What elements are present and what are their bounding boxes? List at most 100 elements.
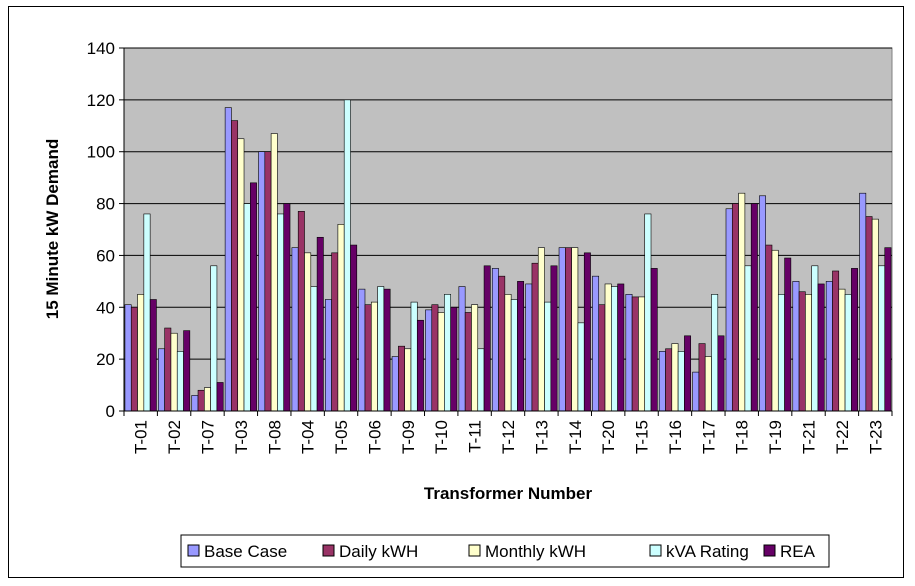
bar-daily-kwh-t-12 [498,275,506,412]
bar-kva-rating-t-16 [677,351,685,412]
bar-monthly-kwh-t-20 [604,283,612,412]
bar-kva-rating-t-14 [577,322,585,412]
bar-monthly-kwh-t-06 [370,301,378,412]
bar-rea-t-03 [250,182,257,412]
x-tick-label: T-23 [866,420,885,454]
bar-base-case-t-16 [658,351,666,412]
legend-box [180,534,830,568]
bar-base-case-t-22 [825,281,833,412]
bar-rea-t-21 [817,283,825,412]
bar-base-case-t-18 [725,208,733,412]
bar-monthly-kwh-t-10 [437,312,445,412]
bar-base-case-t-23 [859,192,867,412]
bar-monthly-kwh-t-18 [738,192,746,412]
bar-rea-t-22 [851,268,858,412]
bar-rea-t-16 [684,335,692,412]
bar-daily-kwh-t-05 [331,252,339,412]
bar-daily-kwh-t-10 [431,304,439,412]
x-tick-label: T-17 [699,420,718,454]
x-tick-label: T-10 [432,420,451,454]
bar-monthly-kwh-t-15 [638,296,646,412]
x-tick-label: T-14 [566,420,585,454]
x-tick-label: T-22 [833,420,852,454]
bar-monthly-kwh-t-11 [471,304,479,412]
legend-swatch [468,544,481,557]
x-tick-label: T-06 [365,420,384,454]
bar-rea-t-11 [483,265,491,412]
bar-monthly-kwh-t-22 [838,288,846,412]
bar-kva-rating-t-20 [611,286,618,412]
bar-kva-rating-t-12 [510,299,518,412]
bar-rea-t-10 [450,306,458,412]
bar-kva-rating-t-19 [777,294,785,412]
bar-base-case-t-19 [759,195,766,412]
bar-monthly-kwh-t-07 [204,387,211,412]
bar-base-case-t-07 [191,395,199,412]
x-tick-label: T-02 [165,420,184,454]
x-axis-title: Transformer Number [424,484,593,503]
bar-monthly-kwh-t-12 [504,294,512,412]
bar-rea-t-13 [550,265,558,412]
y-axis-title: 15 Minute kW Demand [43,139,62,319]
bar-base-case-t-15 [625,294,633,412]
x-tick-label: T-04 [299,420,318,454]
bar-daily-kwh-t-16 [665,348,673,412]
bar-kva-rating-t-11 [477,348,485,412]
bar-base-case-t-04 [291,247,299,412]
x-tick-label: T-21 [800,420,819,454]
bar-base-case-t-08 [258,151,266,412]
y-tick-label: 120 [87,91,115,110]
bar-rea-t-20 [617,283,625,412]
legend-label: Daily kWH [339,542,418,561]
bar-monthly-kwh-t-16 [671,343,679,412]
bar-daily-kwh-t-19 [765,244,773,412]
bar-daily-kwh-t-15 [631,296,639,412]
bar-base-case-t-03 [224,107,232,412]
y-axis-ticks: 0 20 40 60 80 100 120 140 [87,39,124,421]
y-tick-label: 140 [87,39,115,58]
bar-daily-kwh-t-17 [698,343,706,412]
bar-kva-rating-t-06 [377,286,385,412]
bar-daily-kwh-t-01 [130,306,138,412]
y-tick-label: 20 [96,350,115,369]
bar-rea-t-14 [583,252,591,412]
bars [124,99,892,412]
legend-label: Base Case [204,542,287,561]
legend-swatch [187,544,200,557]
bar-rea-t-05 [350,244,358,412]
bar-rea-t-19 [784,257,792,412]
x-tick-label: T-20 [599,420,618,454]
legend-swatch [322,544,335,557]
legend-label: Monthly kWH [485,542,586,561]
bar-rea-t-17 [717,335,725,412]
bar-base-case-t-20 [592,275,600,412]
bar-rea-t-08 [283,203,291,412]
bar-daily-kwh-t-09 [398,345,405,412]
bar-monthly-kwh-t-19 [771,249,779,412]
legend-label: kVA Rating [666,542,749,561]
bar-rea-t-02 [183,330,191,412]
x-tick-label: T-19 [766,420,785,454]
x-tick-label: T-11 [466,420,485,453]
legend-swatch [763,544,776,557]
bar-daily-kwh-t-18 [731,203,739,412]
bar-base-case-t-13 [525,283,533,412]
bar-kva-rating-t-09 [410,301,418,412]
bar-daily-kwh-t-08 [264,151,272,412]
bar-monthly-kwh-t-02 [170,332,178,412]
bar-rea-t-07 [216,382,224,412]
bar-base-case-t-09 [391,356,399,412]
bar-kva-rating-t-03 [243,203,251,412]
y-tick-label: 80 [96,195,115,214]
bar-base-case-t-10 [425,309,433,412]
x-tick-label: T-16 [666,420,685,454]
legend-label: REA [780,542,816,561]
bar-kva-rating-t-10 [444,294,451,412]
x-tick-label: T-08 [265,420,284,454]
bar-base-case-t-01 [124,304,132,412]
bar-kva-rating-t-01 [143,213,151,412]
bar-daily-kwh-t-02 [164,327,172,412]
bar-rea-t-12 [517,281,525,412]
x-tick-label: T-03 [232,420,251,454]
bar-daily-kwh-t-11 [464,312,472,412]
